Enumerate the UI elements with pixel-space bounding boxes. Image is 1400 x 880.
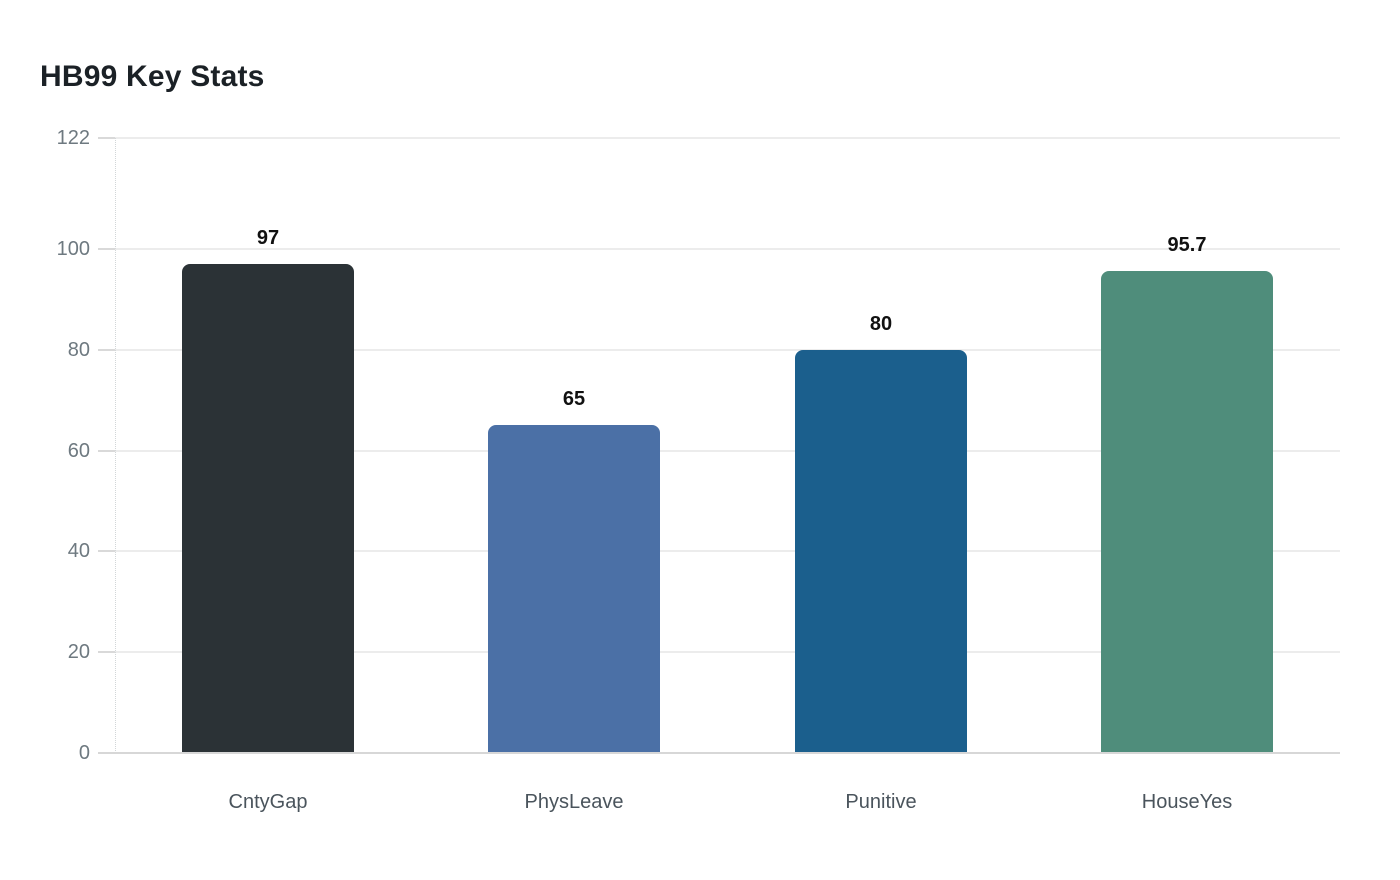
- y-axis-tick-label: 40: [67, 540, 90, 562]
- y-axis-tick-label: 0: [78, 742, 90, 764]
- bar-punitive: [795, 350, 967, 753]
- bar-value-label: 95.7: [1167, 234, 1207, 256]
- bar-houseyes: [1101, 271, 1273, 753]
- x-axis-category-label: PhysLeave: [524, 791, 624, 813]
- x-axis-line: [98, 752, 1340, 754]
- bar-value-label: 80: [869, 313, 893, 335]
- gridline: [115, 349, 1340, 351]
- y-axis-tick-mark: [98, 651, 115, 653]
- y-axis-tick-mark: [98, 349, 115, 351]
- bar-value-label: 65: [562, 388, 586, 410]
- gridline: [115, 550, 1340, 552]
- chart-title: HB99 Key Stats: [40, 60, 265, 93]
- y-axis-tick-label: 122: [56, 127, 90, 149]
- y-axis-tick-label: 80: [67, 339, 90, 361]
- y-axis-tick-mark: [98, 550, 115, 552]
- x-axis-category-label: HouseYes: [1141, 791, 1233, 813]
- x-axis-category-label: CntyGap: [228, 791, 308, 813]
- gridline: [115, 248, 1340, 250]
- y-axis-tick-label: 100: [56, 238, 90, 260]
- gridline: [115, 137, 1340, 139]
- bar-cntygap: [182, 264, 354, 753]
- bar-value-label: 97: [256, 227, 280, 249]
- y-axis-line: [115, 138, 116, 753]
- gridline: [115, 651, 1340, 653]
- bar-physleave: [488, 425, 660, 753]
- y-axis-tick-label: 60: [67, 440, 90, 462]
- y-axis-tick-mark: [98, 248, 115, 250]
- y-axis-tick-mark: [98, 137, 115, 139]
- y-axis-tick-mark: [98, 450, 115, 452]
- y-axis-tick-label: 20: [67, 641, 90, 663]
- x-axis-category-label: Punitive: [845, 791, 917, 813]
- gridline: [115, 450, 1340, 452]
